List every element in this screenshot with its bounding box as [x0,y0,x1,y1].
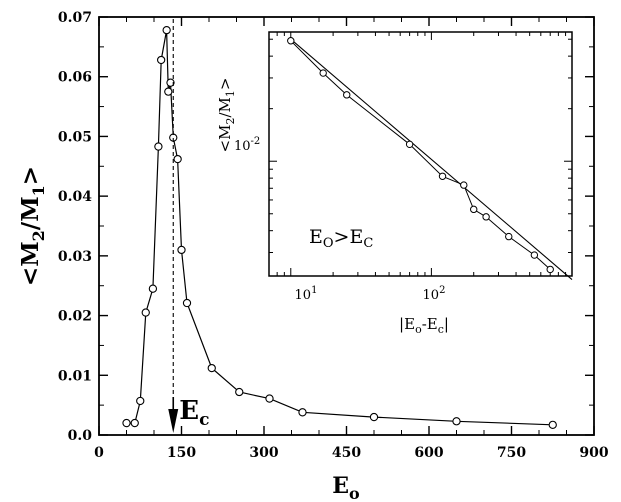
data-point [177,245,186,255]
data-point [130,418,139,428]
data-point [141,308,150,317]
inset-plot-frame [268,31,573,277]
x-tick-label: 300 [249,445,278,461]
inset-condition-label: EO>EC [309,226,373,251]
data-point [154,142,163,151]
data-point [122,418,131,428]
y-tick-label: 0.07 [58,10,92,26]
inset-data-point [319,69,327,77]
data-point [298,408,307,417]
main-y-axis-label: <M2/M1> [17,166,48,286]
y-tick-label: 0.04 [58,189,92,205]
inset-data-point [470,205,478,214]
data-point [265,394,274,403]
ec-arrow-head [168,409,179,433]
ec-label: Ec [179,396,209,430]
x-tick-label: 750 [497,445,526,461]
inset-data-point [405,140,414,149]
data-point [162,25,171,35]
inset-y-ticks [269,38,572,253]
inset-y-tick-label-10-neg2: 10-2 [234,136,260,154]
x-tick-label: 600 [414,445,443,461]
data-point [207,363,216,373]
inset-x-tick-label-10-2: 102 [423,285,446,303]
inset-plot: 101 102 10-2 |Eo-Ec| <M2/M1> EO>EC [216,31,573,336]
x-tick-label: 450 [332,445,361,461]
inset-data-point [438,172,447,180]
y-tick-label: 0.05 [58,129,92,145]
data-point [452,417,461,426]
y-tick-label: 0.06 [58,70,92,86]
ec-annotation: Ec [168,19,209,433]
inset-data-point [460,181,468,189]
y-tick-label: 0.01 [58,368,92,384]
inset-data-point [287,37,295,45]
main-x-axis-label: Eo [332,473,360,502]
inset-x-tick-label-10-1: 101 [295,285,318,303]
y-tick-label: 0.03 [58,249,92,265]
inset-data-point [343,91,351,99]
x-tick-label: 900 [579,445,608,461]
main-plot: 0.0 0.01 0.02 0.03 0.04 0.05 0.06 0.07 0 150 300 4… [17,10,609,502]
inset-data-point [530,251,539,259]
data-point [156,55,166,65]
y-tick-label: 0.02 [58,309,92,325]
data-point [369,412,379,422]
data-point [235,387,244,397]
data-point [182,298,192,308]
inset-x-axis-label: |Eo-Ec| [399,315,449,336]
x-tick-label: 150 [167,445,196,461]
data-point [548,420,557,429]
inset-data-point [482,213,490,221]
main-series [122,25,557,429]
inset-data-point [546,265,554,274]
main-x-ticks: 0 150 300 450 600 750 900 [94,17,609,461]
inset-data-point [505,232,513,241]
inset-fit-line [290,38,573,280]
data-point [164,87,173,96]
inset-y-axis-label: <M2/M1> [216,78,237,153]
y-tick-label: 0.0 [68,428,93,444]
main-y-ticks: 0.0 0.01 0.02 0.03 0.04 0.05 0.06 0.07 [58,10,594,444]
x-tick-label: 0 [94,445,104,461]
data-point [136,396,145,406]
data-point [173,154,182,164]
data-point [148,284,158,293]
inset-series [287,37,573,280]
data-point [166,78,175,87]
